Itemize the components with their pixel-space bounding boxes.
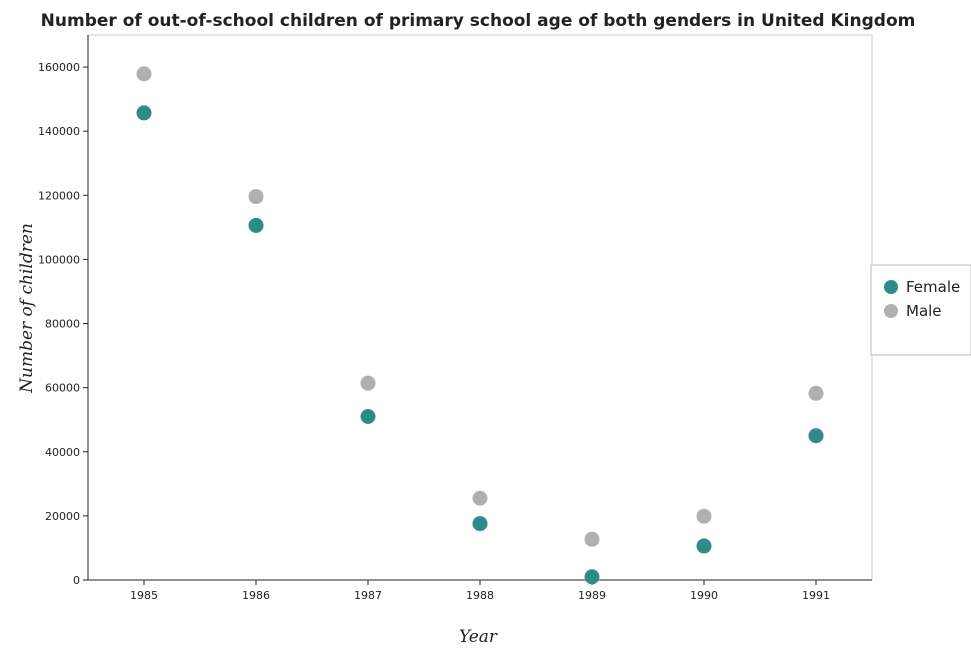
series-female [136, 105, 824, 585]
y-tick-label: 140000 [38, 125, 80, 138]
legend-marker-male [884, 304, 898, 318]
male-point-1986 [248, 189, 264, 205]
x-tick-label: 1987 [354, 589, 382, 602]
x-axis: 1985 1986 1987 1988 1989 1990 1991 [88, 579, 872, 602]
series-male [136, 66, 824, 547]
y-tick-label: 20000 [45, 510, 80, 523]
y-axis: 0 20000 40000 60000 80000 100000 120000 140000 1… [38, 35, 89, 587]
y-tick-label: 0 [73, 574, 80, 587]
x-tick-label: 1991 [802, 589, 830, 602]
female-point-1990 [696, 538, 712, 554]
legend: Female Male [870, 264, 971, 356]
x-tick-label: 1988 [466, 589, 494, 602]
male-point-1988 [472, 490, 488, 506]
female-point-1987 [360, 409, 376, 424]
chart-title: Number of out-of-school children of prim… [41, 11, 916, 31]
y-tick-label: 120000 [38, 189, 80, 202]
male-point-1987 [360, 375, 376, 391]
legend-label-male: Male [906, 302, 942, 320]
male-point-1990 [696, 508, 712, 524]
male-point-1985 [136, 66, 152, 82]
y-tick-label: 60000 [45, 382, 80, 395]
x-tick-label: 1985 [130, 589, 158, 602]
female-point-1986 [248, 217, 264, 233]
y-tick-label: 160000 [38, 61, 80, 74]
x-tick-label: 1989 [578, 589, 606, 602]
female-point-1991 [808, 428, 824, 444]
y-tick-label: 80000 [45, 318, 80, 331]
female-point-1989 [584, 569, 600, 585]
y-tick-label: 40000 [45, 446, 80, 459]
female-point-1985 [136, 105, 152, 121]
female-point-1988 [472, 516, 488, 532]
x-axis-title: Year [459, 627, 498, 647]
data-points [136, 66, 824, 585]
y-tick-label: 100000 [38, 253, 80, 266]
legend-label-female: Female [906, 278, 960, 296]
x-tick-label: 1990 [690, 589, 718, 602]
male-point-1989 [584, 531, 600, 547]
y-axis-title: Number of children [17, 223, 37, 394]
legend-marker-female [884, 280, 898, 294]
x-tick-label: 1986 [242, 589, 270, 602]
male-point-1991 [808, 385, 824, 401]
